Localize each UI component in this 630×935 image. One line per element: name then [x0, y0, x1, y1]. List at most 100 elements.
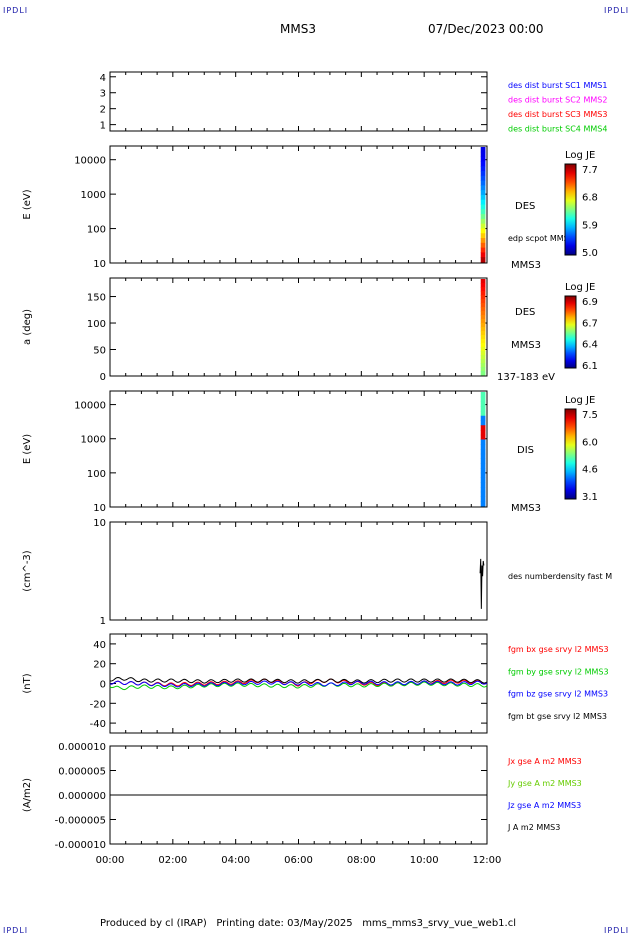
corner-label-top-left: IPDLI — [3, 6, 29, 15]
spectrogram-cell-des_pitch — [480, 351, 486, 356]
y-tick-label-b_field: 40 — [93, 640, 106, 651]
spectrogram-cell-dis_energy — [480, 425, 486, 431]
colorbar-tick-dis_energy: 4.6 — [582, 465, 598, 476]
panel-frame-dis_energy — [109, 390, 488, 508]
y-tick-label-des_pitch: 100 — [87, 319, 106, 330]
spectrogram-cell-des_energy — [480, 175, 486, 182]
colorbar-des_energy — [564, 163, 577, 256]
spectrogram-cell-dis_energy — [480, 491, 486, 497]
spectrogram-cell-des_pitch — [480, 343, 486, 348]
spectrogram-cell-dis_energy — [480, 401, 486, 407]
spectrogram-cell-dis_energy — [480, 449, 486, 455]
y-tick-label-b_field: -20 — [90, 699, 106, 710]
spectrogram-cell-des_energy — [480, 228, 486, 234]
spectrogram-cell-dis_energy — [480, 472, 486, 478]
spectrogram-cell-des_pitch — [480, 319, 486, 324]
panel-label-des_pitch: 137-183 eV — [497, 372, 555, 383]
x-tick-label: 04:00 — [221, 855, 250, 866]
y-tick-label-dis_energy: 10 — [93, 503, 106, 514]
panel-label-des_energy: edp scpot MMS3 — [508, 234, 574, 243]
series-line-density — [479, 558, 485, 609]
legend-entry-dist_burst: des dist burst SC4 MMS4 — [508, 125, 607, 134]
spectrogram-cell-des_pitch — [480, 323, 486, 328]
panel-label-dis_energy: MMS3 — [511, 503, 541, 514]
y-tick-label-density: 10 — [93, 518, 106, 529]
y-axis-label-density: (cm^-3) — [22, 550, 33, 591]
y-tick-label-dist_burst: 4 — [100, 73, 106, 84]
panel-frame-density — [109, 521, 488, 621]
spectrogram-cell-des_energy — [480, 199, 486, 205]
y-axis-label-des_pitch: a (deg) — [22, 309, 33, 345]
spectrogram-cell-des_pitch — [480, 303, 486, 308]
y-tick-label-b_field: 20 — [93, 660, 106, 671]
spectrogram-cell-des_energy — [480, 170, 486, 177]
corner-label-bottom-right: IPDLI — [604, 926, 630, 935]
spectrogram-cell-des_energy — [480, 190, 486, 196]
y-axis-label-current_density: (A/m2) — [22, 778, 33, 812]
spectrogram-cell-dis_energy — [480, 430, 486, 436]
spectrogram-cell-dis_energy — [480, 406, 486, 412]
spectrogram-cell-des_pitch — [480, 359, 486, 364]
spectrogram-cell-dis_energy — [480, 477, 486, 483]
corner-label-top-right: IPDLI — [604, 6, 630, 15]
footer-credits: Produced by cl (IRAP) Printing date: 03/… — [100, 918, 517, 929]
plot-date: 07/Dec/2023 00:00 — [428, 22, 544, 36]
y-tick-label-current_density: 0.000000 — [58, 791, 106, 802]
y-tick-label-des_energy: 10000 — [74, 156, 106, 167]
legend-entry-current_density: Jz gse A m2 MMS3 — [507, 801, 581, 810]
spectrogram-cell-des_energy — [480, 204, 486, 210]
y-tick-label-des_energy: 100 — [87, 225, 106, 236]
legend-entry-b_field: fgm bt gse srvy l2 MMS3 — [508, 712, 607, 721]
colorbar-tick-des_pitch: 6.7 — [582, 318, 598, 329]
spectrogram-cell-dis_energy — [480, 487, 486, 493]
spectrogram-cell-dis_energy — [480, 482, 486, 488]
legend-entry-b_field: fgm bz gse srvy l2 MMS3 — [508, 690, 608, 699]
spectrogram-cell-des_energy — [480, 185, 486, 191]
legend-entry-dist_burst: des dist burst SC1 MMS1 — [508, 81, 607, 90]
panel-label-des_energy: MMS3 — [511, 260, 541, 271]
spectrogram-cell-dis_energy — [480, 434, 486, 440]
colorbar-tick-dis_energy: 6.0 — [582, 437, 598, 448]
spectrogram-cell-des_pitch — [480, 355, 486, 360]
colorbar-tick-des_pitch: 6.1 — [582, 361, 598, 372]
y-tick-label-current_density: -0.000005 — [55, 816, 106, 827]
spectrogram-cell-des_pitch — [480, 287, 486, 292]
colorbar-des_pitch — [564, 295, 577, 369]
spectrogram-cell-des_energy — [480, 161, 486, 167]
plot-title: MMS3 — [280, 22, 316, 36]
spectrogram-cell-des_pitch — [480, 299, 486, 304]
colorbar-title-des_pitch: Log JE — [565, 282, 595, 293]
spectrogram-cell-des_energy — [480, 151, 486, 158]
x-tick-label: 08:00 — [347, 855, 376, 866]
x-tick-label: 12:00 — [473, 855, 502, 866]
series-line-b_field — [109, 680, 488, 688]
y-tick-label-b_field: 0 — [100, 680, 106, 691]
panel-frame-dist_burst — [109, 71, 488, 132]
spectrogram-cell-des_energy — [480, 247, 486, 253]
y-tick-label-des_energy: 1000 — [81, 190, 106, 201]
corner-label-bottom-left: IPDLI — [3, 926, 29, 935]
panel-label-dis_energy: DIS — [517, 445, 534, 456]
spectrogram-cell-des_pitch — [480, 291, 486, 296]
spectrogram-cell-dis_energy — [480, 458, 486, 464]
spectrogram-cell-des_energy — [480, 252, 486, 258]
y-tick-label-current_density: 0.000005 — [58, 767, 106, 778]
y-tick-label-dist_burst: 2 — [100, 105, 106, 116]
y-tick-label-dist_burst: 3 — [100, 89, 106, 100]
spectrogram-cell-des_pitch — [480, 363, 486, 368]
y-axis-label-dis_energy: E (eV) — [22, 434, 33, 464]
spectrogram-cell-des_pitch — [480, 295, 486, 300]
x-tick-label: 02:00 — [158, 855, 187, 866]
y-tick-label-dis_energy: 1000 — [81, 435, 106, 446]
spectrogram-cell-des_energy — [480, 257, 486, 263]
spectrogram-cell-des_energy — [480, 209, 486, 215]
spectrogram-cell-des_pitch — [480, 339, 486, 344]
legend-entry-b_field: fgm bx gse srvy l2 MMS3 — [508, 645, 609, 654]
legend-entry-current_density: Jy gse A m2 MMS3 — [507, 779, 582, 788]
spectrogram-cell-dis_energy — [480, 444, 486, 450]
y-tick-label-b_field: -40 — [90, 719, 106, 730]
colorbar-tick-dis_energy: 3.1 — [582, 492, 598, 503]
spectrogram-cell-des_pitch — [480, 315, 486, 320]
y-tick-label-des_pitch: 150 — [87, 293, 106, 304]
